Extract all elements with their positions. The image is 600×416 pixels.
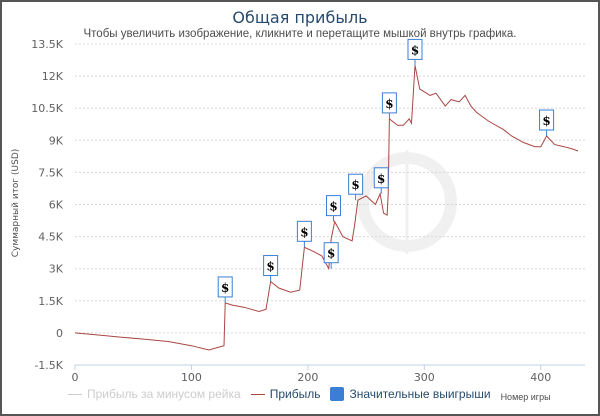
flag-box	[296, 220, 312, 242]
y-tick-label: -1.5K	[34, 359, 63, 372]
big-win-flag[interactable]: $	[325, 195, 341, 222]
y-tick-label: 13.5K	[31, 38, 63, 51]
chart-title: Общая прибыль	[232, 8, 368, 27]
flag-box	[263, 255, 279, 277]
flag-box	[323, 242, 339, 264]
dollar-icon: $	[266, 260, 274, 274]
y-tick-label: 0	[56, 327, 63, 340]
x-tick-label: 400	[530, 371, 551, 384]
x-tick-label: 300	[414, 371, 435, 384]
legend-label: Прибыль за минусом рейка	[87, 387, 241, 401]
y-tick-label: 7.5K	[38, 166, 63, 179]
legend-box-icon	[330, 387, 345, 401]
series-line-profit	[74, 65, 579, 351]
dollar-icon: $	[221, 281, 229, 295]
y-tick-label: 6K	[49, 199, 64, 212]
flag-box	[407, 38, 423, 60]
big-win-flag[interactable]: $	[373, 167, 389, 194]
y-tick-label: 1.5K	[38, 295, 63, 308]
legend-line-icon	[68, 393, 82, 395]
x-tick-label: 200	[297, 371, 318, 384]
x-tick-label: 0	[72, 371, 79, 384]
legend-item-big-wins[interactable]: Значительные выигрыши	[330, 387, 491, 401]
y-tick-label: 9K	[49, 134, 64, 147]
flag-box	[381, 92, 397, 114]
legend: Прибыль за минусом рейка Прибыль Значите…	[68, 386, 551, 402]
dollar-icon: $	[385, 97, 393, 111]
dollar-icon: $	[351, 178, 359, 192]
dollar-icon: $	[377, 172, 385, 186]
flag-box	[217, 276, 233, 298]
y-tick-label: 4.5K	[38, 231, 63, 244]
flag-box	[325, 195, 341, 217]
dollar-icon: $	[329, 200, 337, 214]
dollar-icon: $	[542, 114, 550, 128]
x-axis-label: Номер игры	[500, 392, 551, 402]
chart-subtitle: Чтобы увеличить изображение, кликните и …	[83, 28, 517, 40]
big-win-flag[interactable]: $	[323, 242, 339, 269]
flag-box	[348, 173, 364, 195]
big-win-flag[interactable]: $	[348, 173, 364, 201]
y-tick-label: 12K	[42, 70, 64, 83]
big-win-flag[interactable]: $	[263, 255, 279, 282]
flag-box	[539, 109, 555, 131]
dollar-icon: $	[300, 225, 308, 239]
big-win-flag[interactable]: $	[381, 92, 397, 119]
big-win-flag[interactable]: $	[539, 109, 555, 137]
legend-line-icon	[250, 393, 265, 395]
legend-label: Прибыль	[269, 387, 321, 401]
dollar-icon: $	[327, 247, 335, 261]
x-tick-label: 100	[181, 371, 202, 384]
dollar-icon: $	[411, 43, 419, 57]
big-win-flag[interactable]: $	[407, 38, 423, 66]
big-win-flag[interactable]: $	[217, 276, 233, 303]
legend-item-profit[interactable]: Прибыль	[250, 387, 321, 401]
big-win-flag[interactable]: $	[296, 220, 312, 248]
legend-label: Значительные выигрыши	[349, 387, 491, 401]
y-tick-label: 3K	[49, 263, 64, 276]
y-tick-label: 10.5K	[31, 102, 63, 115]
flag-box	[373, 167, 389, 189]
legend-item-net-profit[interactable]: Прибыль за минусом рейка	[68, 387, 241, 401]
